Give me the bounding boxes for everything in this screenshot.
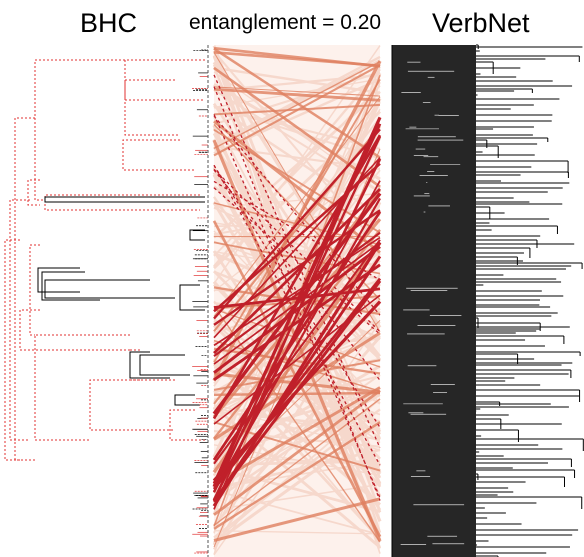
left-dendrogram-title: BHC <box>80 8 138 38</box>
connector-line <box>213 165 381 428</box>
connector-line <box>213 321 381 556</box>
connector-line <box>213 169 381 381</box>
connector-line <box>213 66 381 188</box>
connector-line <box>212 280 382 502</box>
connector-lines <box>212 45 382 556</box>
connector-line <box>213 391 381 397</box>
connector-line <box>213 78 381 109</box>
dendrogram-branch <box>44 279 175 299</box>
dendrogram-branch <box>139 354 190 376</box>
connector-line <box>213 86 381 501</box>
dendrogram-branch <box>124 59 205 101</box>
dendrogram-branch <box>34 59 125 201</box>
connector-line <box>213 64 381 157</box>
right-dendrogram-title: VerbNet <box>432 8 530 38</box>
connector-line <box>213 180 381 281</box>
dendrogram-branch <box>41 271 100 301</box>
dendrogram-branch <box>124 79 180 136</box>
connector-line <box>213 497 381 542</box>
dendrogram-branch <box>37 267 80 293</box>
connector-line <box>213 86 381 97</box>
connector-line <box>213 398 381 526</box>
connector-line <box>213 96 381 317</box>
connector-line <box>213 45 381 284</box>
dendrogram-branch <box>34 334 130 441</box>
connector-line <box>213 68 381 268</box>
connector-line <box>212 45 382 474</box>
dendrogram-branch <box>89 379 175 431</box>
connector-line <box>213 60 381 149</box>
right-dendrogram <box>391 44 584 557</box>
connector-line <box>213 74 381 449</box>
connector-line <box>213 78 381 363</box>
connector-line <box>213 305 381 543</box>
connector-line <box>213 66 381 95</box>
connector-line <box>213 245 381 374</box>
connector-line <box>213 209 381 326</box>
dendrogram-branch <box>189 229 205 241</box>
dendrogram-branch <box>27 179 40 206</box>
connector-line <box>213 47 381 159</box>
connector-line <box>213 250 381 280</box>
connector-line <box>213 187 381 355</box>
connector-line <box>213 489 381 536</box>
connector-line <box>213 87 381 102</box>
connector-line <box>213 530 381 535</box>
connector-line <box>213 421 381 530</box>
entanglement-label: entanglement = 0.20 <box>189 11 382 34</box>
left-dendrogram <box>4 45 209 557</box>
connector-line <box>213 466 381 513</box>
connector-line <box>213 114 381 498</box>
dendrogram-branch <box>14 117 35 461</box>
connector-line <box>213 187 381 335</box>
connector-line <box>213 50 381 68</box>
connector-line <box>213 110 381 270</box>
dendrogram-branch <box>179 284 205 311</box>
connector-line <box>213 123 381 301</box>
dendrogram-branch <box>4 239 20 461</box>
connector-line <box>213 422 381 545</box>
connector-line <box>212 211 382 461</box>
dendrogram-branch <box>19 309 130 351</box>
connector-line <box>213 117 381 510</box>
dendrogram-branch <box>9 199 30 441</box>
connector-line <box>213 410 381 431</box>
connector-line <box>212 277 382 490</box>
connector-line <box>213 157 381 339</box>
connector-line <box>213 386 381 486</box>
right-dendrogram-dense-block <box>392 45 476 557</box>
dendrogram-branch <box>44 194 200 211</box>
connector-line <box>213 128 381 320</box>
connector-line <box>213 339 381 392</box>
connector-line <box>213 168 381 333</box>
dendrogram-branch <box>44 196 205 203</box>
dendrogram-branch <box>129 349 140 381</box>
connector-line <box>212 139 382 542</box>
dendrogram-branch <box>169 409 205 441</box>
dendrogram-branch <box>174 394 200 406</box>
dendrogram-branch <box>29 244 40 336</box>
connector-line <box>213 239 381 465</box>
connector-line <box>213 115 381 316</box>
dendrogram-branch <box>129 351 170 379</box>
dendrogram-branch <box>122 139 195 171</box>
connector-line <box>213 389 381 516</box>
